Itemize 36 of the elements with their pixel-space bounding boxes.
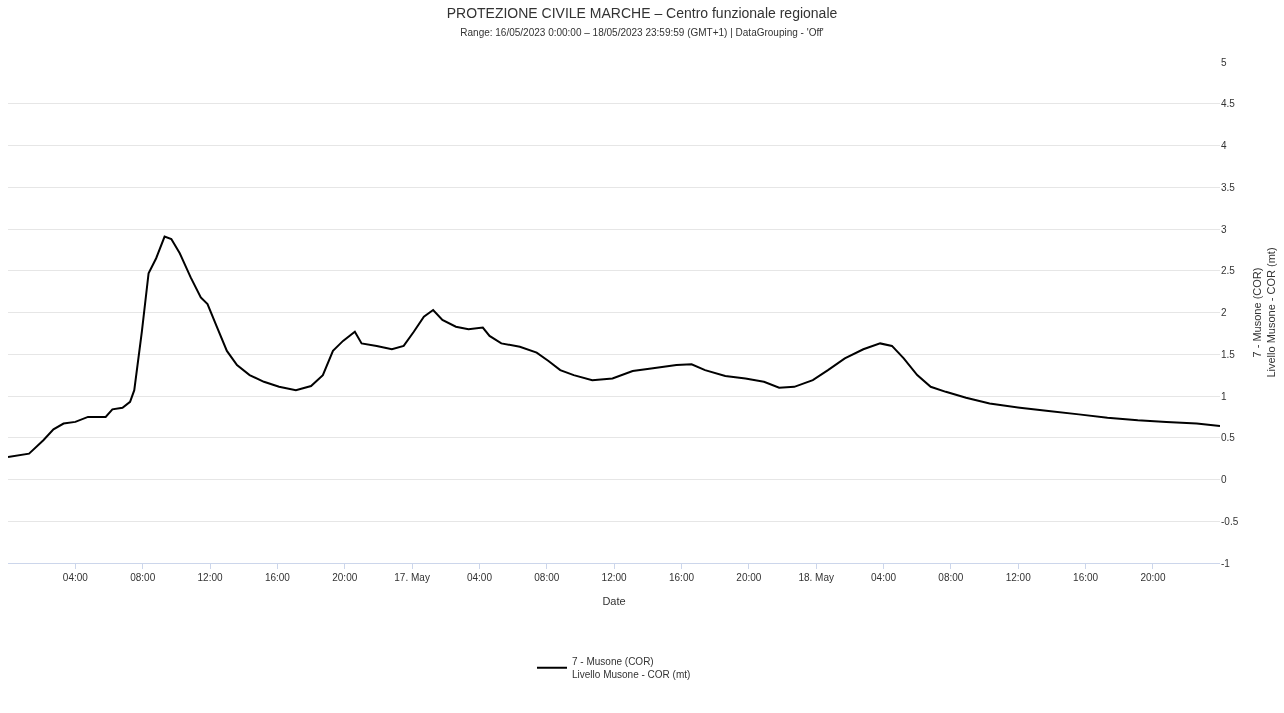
y-tick-label: 1 [1221,390,1227,402]
x-tick-label: 12:00 [1005,572,1032,583]
x-tick-label: 20:00 [736,572,762,583]
x-axis-title: Date [602,595,626,608]
y-tick-label: -1 [1221,557,1231,569]
x-tick-label: 08:00 [534,572,560,583]
y-tick-label: 2 [1221,307,1227,318]
y-tick-label: 1.5 [1221,348,1236,360]
y-axis-title: 7 - Musone (COR) Livello Musone - COR (mt) [1250,247,1278,378]
y-tick-label: 4.5 [1221,98,1236,110]
x-tick-label: 04:00 [62,572,89,583]
x-tick-label: 08:00 [130,572,156,583]
y-tick-label: 5 [1221,56,1227,68]
y-tick-label: 3.5 [1221,181,1236,193]
x-tick-label: 12:00 [197,572,223,583]
x-tick-label: 17. May [394,572,430,583]
x-tick-label: 18. May [798,572,834,583]
y-tick-label: 4 [1221,140,1227,151]
x-tick-label: 16:00 [1073,572,1099,583]
x-tick-label: 20:00 [1140,572,1166,583]
x-tick-label: 12:00 [601,572,628,583]
chart-title: PROTEZIONE CIVILE MARCHE – Centro funzionale regionale [446,4,838,21]
x-tick-label: 16:00 [264,572,291,583]
x-tick-label: 04:00 [871,572,897,583]
x-tick-label: 04:00 [466,572,493,583]
x-tick-label: 16:00 [668,572,695,583]
chart-subtitle: Range: 16/05/2023 0:00:00 – 18/05/2023 23:59:59 (GMT+1) | DataGrouping - 'Off' [460,27,824,39]
y-tick-label: -0.5 [1221,515,1239,527]
y-tick-label: 0.5 [1221,432,1236,444]
y-tick-label: 3 [1221,223,1227,235]
legend-label: 7 - Musone (COR) Livello Musone - COR (mt) [572,656,691,681]
x-tick-label: 20:00 [332,572,358,583]
y-tick-label: 0 [1221,474,1227,485]
x-tick-label: 08:00 [938,572,964,583]
y-tick-label: 2.5 [1221,265,1236,277]
line-series [8,235,1220,458]
